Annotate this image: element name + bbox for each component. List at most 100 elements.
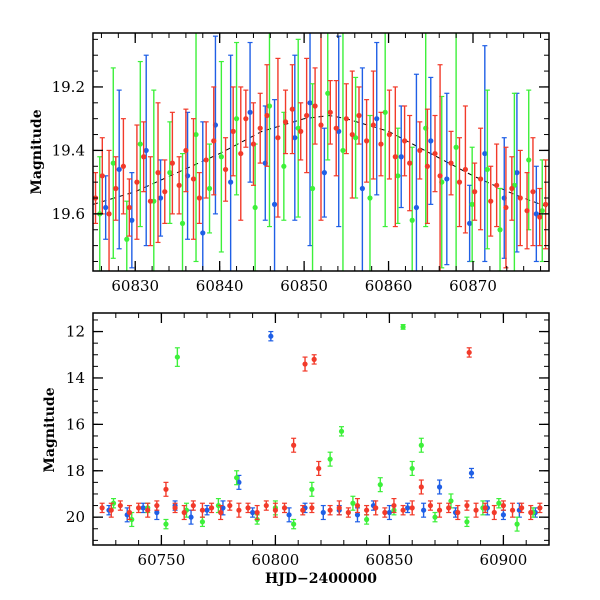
bottom-data-point — [464, 519, 470, 525]
bottom-data-point — [409, 505, 415, 511]
top-plot-frame — [92, 32, 550, 272]
bottom-data-point — [354, 502, 361, 509]
bottom-data-point — [140, 505, 146, 511]
top-data-point — [517, 195, 523, 201]
bottom-data-point — [163, 486, 169, 492]
top-data-point — [179, 220, 186, 226]
top-data-point — [437, 173, 443, 179]
top-data-point — [533, 211, 539, 217]
top-data-point — [467, 220, 473, 226]
top-data-point — [162, 189, 168, 195]
top-data-point — [478, 176, 484, 182]
top-data-point — [312, 103, 318, 109]
bottom-data-point — [491, 509, 497, 516]
top-data-point — [444, 176, 450, 182]
top-data-point — [378, 141, 384, 147]
top-data-point — [424, 163, 430, 169]
top-data-point — [211, 138, 217, 144]
top-data-point — [488, 198, 494, 204]
bottom-data-point — [514, 521, 520, 527]
top-data-point — [402, 138, 408, 144]
top-y-tick-label: 19.4 — [52, 141, 85, 159]
top-x-tick-label: 60830 — [111, 277, 159, 295]
bottom-data-point — [208, 505, 215, 511]
top-data-point — [252, 204, 258, 211]
top-data-point — [103, 204, 109, 211]
top-series-red — [93, 33, 549, 271]
bottom-data-point — [482, 505, 488, 511]
bottom-x-tick-label: 60850 — [366, 551, 414, 569]
bottom-data-point — [245, 505, 251, 511]
top-model-curve — [93, 114, 549, 208]
bottom-data-point — [327, 456, 333, 462]
top-data-point — [143, 147, 149, 154]
top-data-point — [304, 112, 310, 119]
top-data-point — [543, 201, 549, 207]
top-data-point — [370, 122, 376, 128]
bottom-data-point — [418, 442, 424, 448]
top-x-tick-label: 60870 — [449, 277, 497, 295]
top-data-point — [129, 217, 135, 223]
bottom-data-point — [373, 505, 379, 511]
bottom-plot-data — [99, 324, 543, 532]
bottom-data-point — [263, 502, 269, 509]
top-data-point — [509, 185, 515, 192]
top-data-point — [233, 116, 240, 122]
top-data-point — [309, 185, 316, 192]
top-data-point — [364, 138, 370, 144]
top-data-point — [183, 147, 189, 154]
top-data-point — [176, 182, 182, 188]
bottom-data-point — [528, 509, 534, 516]
bottom-data-point — [126, 509, 133, 516]
top-data-point — [116, 166, 122, 173]
bottom-data-point — [190, 502, 196, 509]
bottom-data-point — [418, 484, 424, 490]
top-data-point — [266, 103, 273, 109]
top-data-point — [428, 138, 434, 144]
bottom-data-point — [199, 519, 206, 525]
bottom-data-point — [311, 356, 317, 362]
top-data-point — [126, 204, 132, 211]
bottom-data-point — [421, 507, 427, 513]
bottom-data-point — [236, 507, 242, 513]
top-data-point — [167, 170, 173, 176]
bottom-y-tick-label: 20 — [66, 508, 85, 526]
bottom-data-point — [500, 512, 506, 518]
top-data-point — [157, 195, 164, 201]
top-data-point — [395, 173, 401, 179]
bottom-data-point — [400, 324, 406, 330]
bottom-data-point — [154, 502, 160, 509]
top-data-point — [469, 201, 475, 207]
bottom-data-point — [509, 507, 516, 513]
top-data-point — [206, 185, 213, 192]
top-plot-data — [93, 33, 549, 271]
top-data-point — [228, 179, 234, 185]
bottom-data-point — [496, 500, 502, 506]
top-data-point — [343, 116, 349, 122]
top-data-point — [398, 154, 404, 160]
bottom-data-point — [377, 482, 383, 488]
top-data-point — [494, 182, 500, 188]
top-data-point — [321, 170, 327, 176]
bottom-data-point — [174, 354, 180, 360]
bottom-data-point — [250, 509, 256, 516]
top-data-point — [243, 116, 249, 122]
top-data-point — [432, 150, 438, 157]
bottom-data-point — [327, 507, 333, 513]
top-data-point — [392, 154, 398, 160]
top-data-point — [218, 154, 224, 160]
bottom-data-point — [234, 475, 240, 481]
top-data-point — [271, 201, 278, 207]
bottom-data-point — [464, 502, 470, 509]
bottom-data-point — [136, 505, 142, 511]
bottom-data-point — [291, 521, 297, 527]
top-data-point — [524, 208, 530, 214]
bottom-axis-ticks: 60750 60800 60850 60900 12 14 16 18 20 — [66, 313, 550, 569]
bottom-data-point — [500, 502, 506, 509]
bottom-data-point — [291, 442, 297, 448]
bottom-data-point — [432, 514, 438, 520]
bottom-data-point — [350, 500, 356, 506]
top-data-point — [462, 166, 468, 173]
top-data-point — [472, 189, 478, 195]
bottom-data-point — [405, 505, 411, 511]
